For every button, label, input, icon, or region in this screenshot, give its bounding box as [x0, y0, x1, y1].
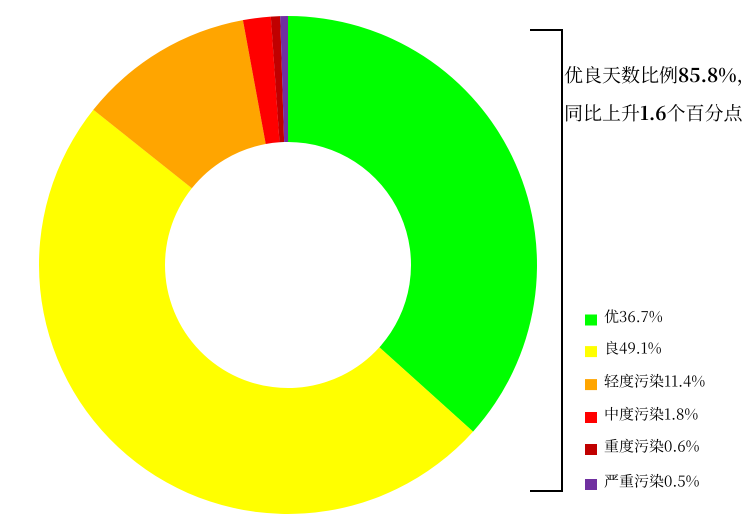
svg-text:重度污染0.6%: 重度污染0.6% — [604, 436, 700, 457]
svg-text:严重污染0.5%: 严重污染0.5% — [604, 471, 700, 492]
svg-text:优良天数比例85.8%，: 优良天数比例85.8%， — [564, 61, 752, 88]
svg-text:良49.1%: 良49.1% — [604, 338, 662, 359]
svg-text:同比上升1.6个百分点: 同比上升1.6个百分点 — [564, 99, 744, 126]
svg-text:中度污染1.8%: 中度污染1.8% — [604, 404, 698, 425]
svg-text:轻度污染11.4%: 轻度污染11.4% — [604, 371, 705, 392]
svg-text:优36.7%: 优36.7% — [604, 306, 663, 327]
